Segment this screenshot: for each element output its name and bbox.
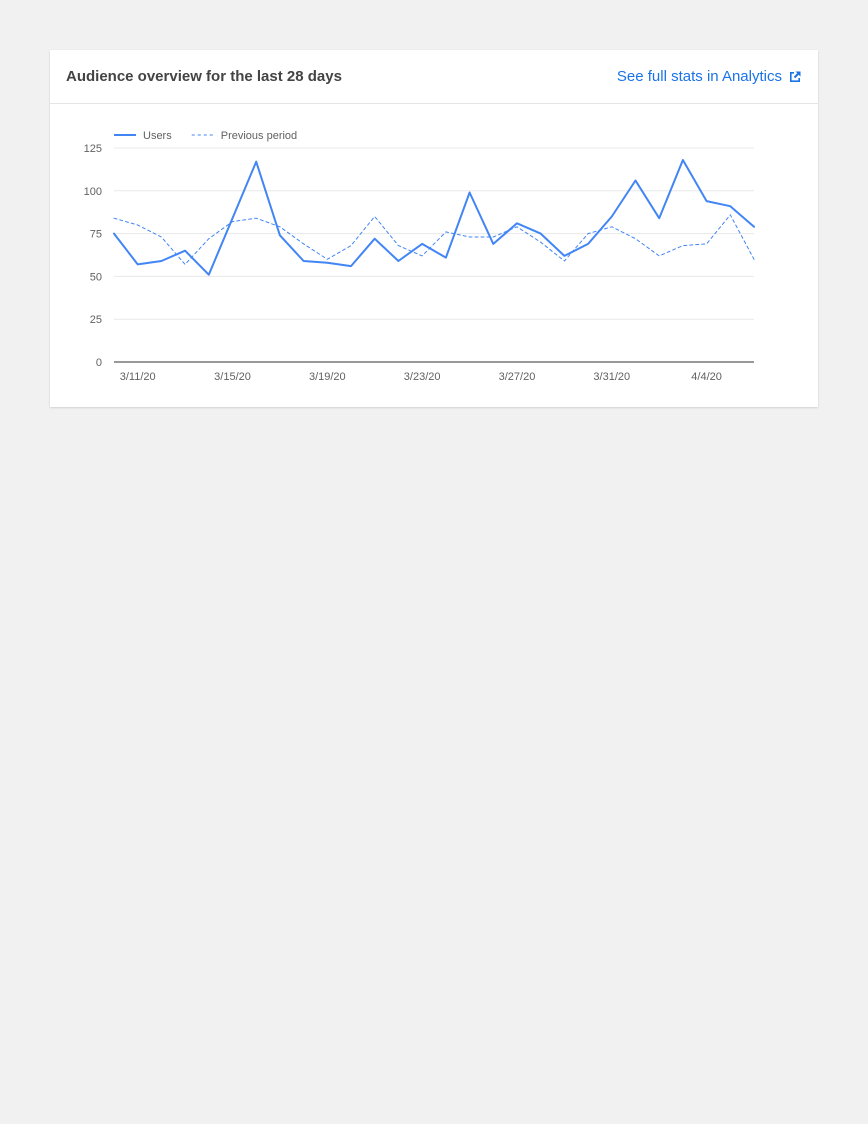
x-tick-label: 3/15/20 (214, 371, 251, 383)
x-tick-label: 3/11/20 (120, 371, 156, 383)
chart-area: 0 25 50 75 100 125 3/11/20 3/15/20 3/19/20 3/23/2… (50, 104, 818, 406)
series-line-users (113, 159, 755, 276)
users-line-chart: 0 25 50 75 100 125 3/11/20 3/15/20 3/19/20 3/23/2… (84, 130, 755, 383)
legend-label: Previous period (221, 130, 297, 142)
x-tick-label: 3/19/20 (309, 371, 346, 383)
see-full-stats-label: See full stats in Analytics (616, 68, 782, 85)
x-tick-label: 3/23/20 (404, 371, 441, 383)
see-full-stats-link[interactable]: See full stats in Analytics (617, 68, 802, 85)
x-tick-label: 4/4/20 (691, 371, 722, 383)
y-tick-label: 0 (96, 357, 102, 369)
y-tick-label: 25 (90, 314, 102, 326)
x-tick-label: 3/31/20 (593, 371, 630, 383)
external-link-icon (790, 71, 801, 82)
y-tick-label: 75 (90, 229, 102, 241)
audience-overview-card: Audience overview for the last 28 days S… (50, 50, 818, 407)
card-header: Audience overview for the last 28 days S… (50, 50, 818, 104)
y-tick-label: 100 (84, 186, 102, 198)
series-line-previous-period (113, 214, 755, 265)
y-tick-label: 50 (90, 271, 102, 283)
y-tick-label: 125 (84, 143, 102, 155)
legend-label: Users (143, 130, 172, 142)
card-title: Audience overview for the last 28 days (66, 68, 342, 85)
x-tick-label: 3/27/20 (499, 371, 536, 383)
